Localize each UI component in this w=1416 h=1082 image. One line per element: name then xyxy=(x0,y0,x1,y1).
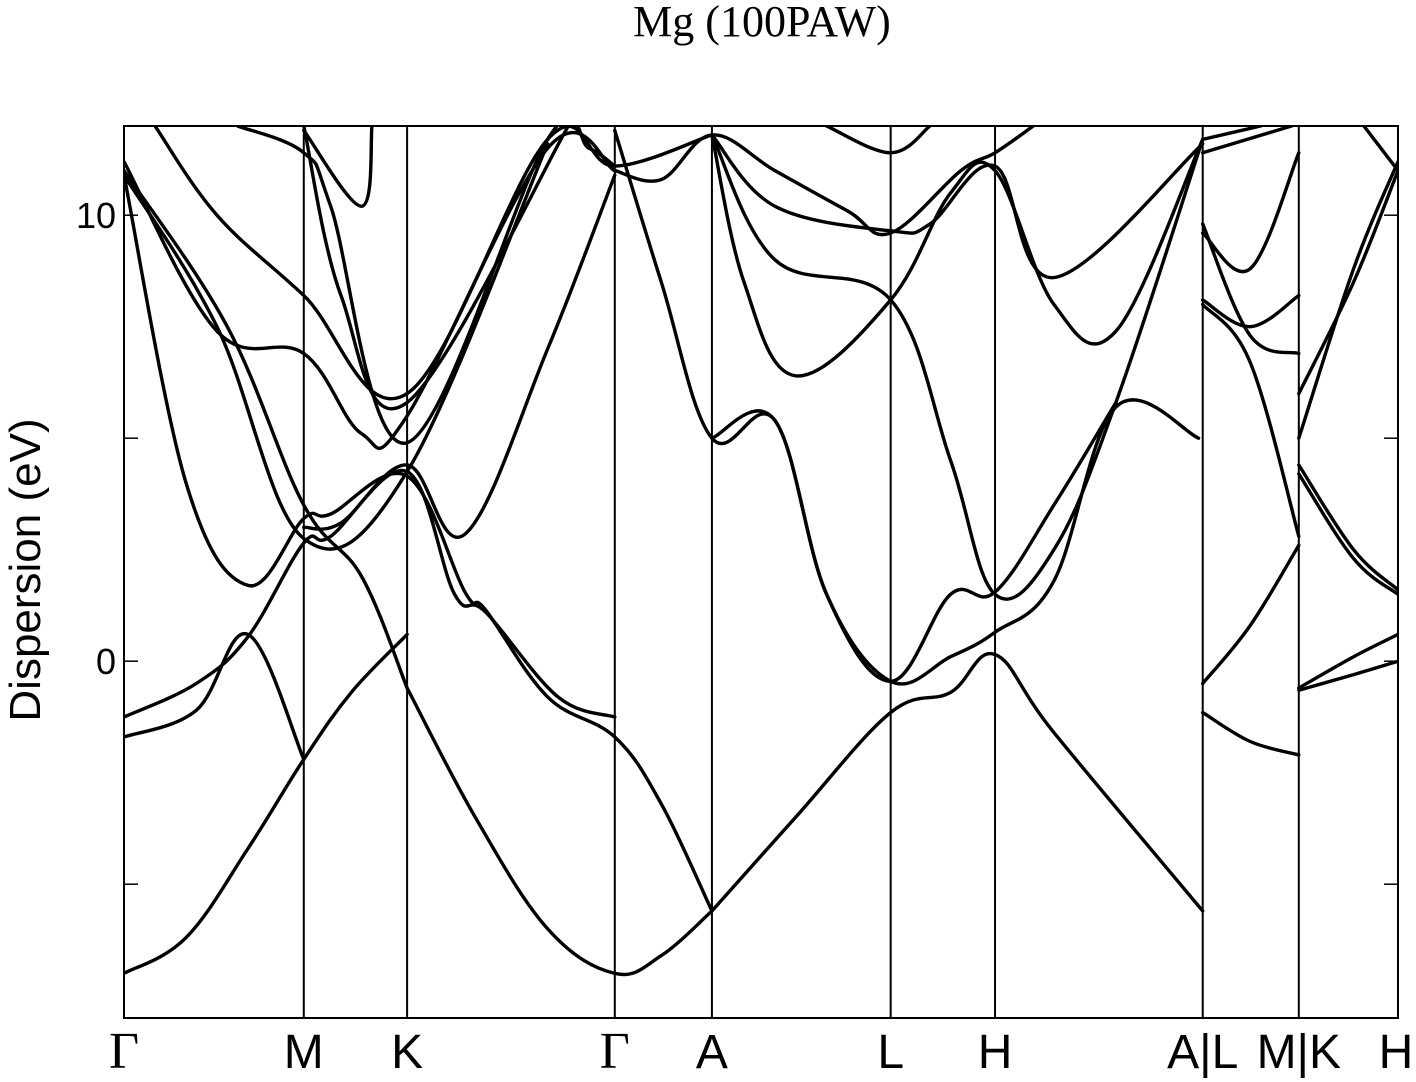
band-10 xyxy=(153,126,714,401)
kpoint-label-5: A xyxy=(696,1026,728,1079)
band-21 xyxy=(824,126,932,155)
kpoint-label-1: Γ xyxy=(109,1023,139,1080)
kpoint-label-8: A|L xyxy=(1167,1026,1238,1079)
y-tick-label-1: 10 xyxy=(76,195,116,236)
band-25 xyxy=(1201,293,1301,329)
band-35 xyxy=(1297,160,1398,440)
band-14 xyxy=(613,128,1201,686)
band-24 xyxy=(1201,302,1301,538)
band-15 xyxy=(613,126,1035,237)
band-6 xyxy=(302,173,617,539)
band-18 xyxy=(710,133,1205,280)
band-16 xyxy=(710,133,1205,378)
band-7 xyxy=(124,168,409,690)
band-30 xyxy=(1297,659,1398,692)
y-tick-label-3: 0 xyxy=(96,641,116,682)
kpoint-label-10: H xyxy=(1379,1026,1414,1079)
band-20 xyxy=(710,400,1118,683)
band-lines xyxy=(124,126,1398,977)
kpoint-label-3: K xyxy=(391,1026,423,1079)
band-33 xyxy=(1297,472,1398,596)
chart-title: Mg (100PAW) xyxy=(633,0,891,46)
band-27 xyxy=(1201,151,1301,274)
band-11 xyxy=(236,126,617,445)
kpoint-label-9: M|K xyxy=(1257,1026,1341,1079)
band-36 xyxy=(1362,126,1398,173)
band-34 xyxy=(1297,168,1398,396)
band-32 xyxy=(1297,463,1398,592)
kpoint-label-7: H xyxy=(978,1026,1013,1079)
y-ticks: 10 0 xyxy=(76,195,1398,885)
kpoint-label-2: M xyxy=(284,1026,324,1079)
band-26 xyxy=(1201,222,1301,356)
band-13 xyxy=(302,126,374,208)
kpoint-label-4: Γ xyxy=(600,1023,630,1080)
y-axis-label: Dispersion (eV) xyxy=(1,418,50,721)
band-1 xyxy=(124,632,409,976)
band-31 xyxy=(1297,632,1398,690)
band-19 xyxy=(710,651,1205,913)
kpoint-labels: Γ M K Γ A L H A|L M|K H xyxy=(109,1023,1413,1080)
band-23 xyxy=(1201,543,1301,686)
band-5 xyxy=(124,173,714,913)
band-22 xyxy=(1201,710,1301,757)
high-symmetry-lines xyxy=(302,126,1300,1018)
band-29 xyxy=(1201,126,1294,155)
band-3 xyxy=(124,632,306,761)
band-2 xyxy=(405,686,714,977)
band-12 xyxy=(302,126,570,411)
band-17 xyxy=(710,133,1205,601)
plot-frame xyxy=(123,125,1399,1019)
kpoint-label-6: L xyxy=(877,1026,904,1079)
